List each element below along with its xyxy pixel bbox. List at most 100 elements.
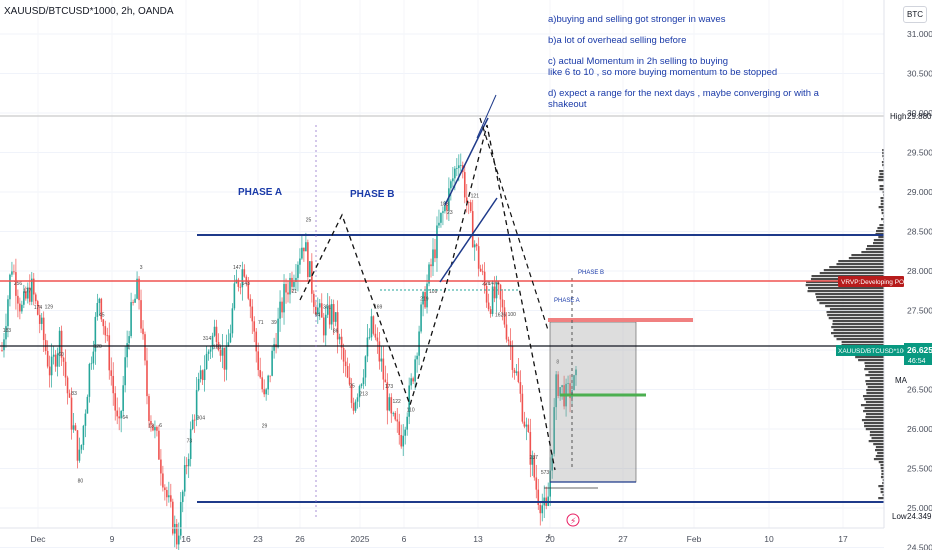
wave-label-34: 122	[392, 399, 401, 405]
volume-bar-461	[878, 461, 884, 464]
volume-bar-368	[864, 368, 884, 371]
wave-label-33: 173	[385, 384, 394, 390]
wave-label-40: 121	[471, 194, 480, 200]
candle-body-271	[539, 505, 542, 514]
volume-bar-374	[865, 374, 884, 377]
currency-badge[interactable]: BTC	[903, 6, 927, 23]
candle-body-92	[183, 465, 186, 492]
candle-body-68	[136, 278, 138, 299]
volume-bar-269	[823, 269, 884, 272]
price-axis[interactable]: 31.000 30.500 30.000 29.500 29.000 28.500 28.0…	[883, 0, 932, 550]
candle-body-258	[513, 369, 516, 373]
candle-body-105	[209, 349, 212, 352]
candle-body-95	[189, 428, 192, 459]
candle-body-64	[128, 336, 130, 344]
candle-body-202	[402, 435, 405, 447]
price-tick-7: 27.500	[907, 306, 932, 316]
candle-body-49	[98, 298, 101, 303]
volume-bar-290	[807, 290, 884, 293]
volume-bar-491	[880, 491, 884, 494]
candle-body-220	[438, 222, 440, 226]
candle-body-53	[106, 335, 109, 337]
candle-body-211	[420, 304, 422, 332]
candle-body-143	[285, 283, 287, 293]
volume-bar-398	[864, 398, 884, 401]
candle-body-156	[311, 261, 313, 294]
candle-body-173	[344, 361, 347, 367]
candle-body-130	[259, 370, 262, 378]
candle-body-208	[414, 359, 416, 382]
candle-body-44	[88, 364, 91, 397]
candle-body-135	[269, 375, 271, 377]
volume-bar-458	[873, 458, 884, 461]
note-b: b)a lot of overhead selling before	[548, 35, 687, 46]
wave-label-13: 13	[148, 423, 154, 429]
candle-body-243	[483, 271, 486, 286]
wave-label-26: 25	[306, 217, 312, 223]
phase-a-label: PHASE A	[238, 187, 282, 198]
position-box[interactable]	[544, 278, 693, 489]
volume-bar-263	[836, 263, 884, 266]
candle-body-257	[511, 346, 514, 370]
candle-body-196	[390, 397, 393, 414]
time-tick-12: 17	[838, 534, 848, 544]
candle-body-15	[30, 278, 33, 302]
candle-body-134	[267, 375, 269, 390]
time-tick-0: Dec	[30, 534, 46, 544]
volume-bar-293	[815, 293, 884, 296]
candle-body-98	[195, 390, 198, 420]
volume-bar-482	[882, 482, 884, 485]
candle-body-282	[561, 385, 563, 388]
volume-bar-332	[830, 332, 884, 335]
wave-label-3: 174	[34, 305, 43, 311]
candle-body-85	[170, 495, 172, 502]
candle-body-179	[356, 397, 359, 402]
volume-bar-188	[879, 188, 884, 191]
candle-body-189	[376, 337, 379, 342]
candle-body-61	[122, 385, 124, 411]
wave-label-18: 314	[203, 336, 212, 342]
wave-label-35: 110	[407, 408, 415, 414]
candle-body-139	[277, 318, 279, 348]
candle-body-272	[541, 505, 544, 514]
volume-bar-179	[878, 179, 884, 182]
candle-body-193	[384, 379, 387, 383]
candle-body-167	[332, 304, 335, 322]
candle-body-219	[436, 225, 438, 259]
candle-body-146	[291, 277, 293, 287]
candle-body-239	[475, 244, 478, 247]
time-tick-1: 9	[110, 534, 115, 544]
volume-bar-311	[826, 311, 884, 314]
channel-lower	[439, 197, 498, 283]
volume-bar-257	[848, 257, 884, 260]
time-axis[interactable]: Dec 9 16 23 26 2025 6 13 20 27 Feb 10 17	[0, 527, 884, 544]
candle-body-238	[473, 244, 476, 248]
candle-body-180	[358, 386, 361, 398]
candle-body-140	[279, 301, 281, 319]
candle-body-58	[116, 410, 118, 417]
volume-bar-176	[878, 176, 884, 179]
lightning-event-marker[interactable]: ⚡	[566, 513, 580, 527]
note-c: c) actual Momentum in 2h selling to buyi…	[548, 56, 778, 78]
volume-bar-224	[879, 224, 884, 227]
price-tick-12: 25.000	[907, 503, 932, 513]
candle-body-63	[126, 343, 128, 358]
candle-body-144	[287, 292, 289, 295]
candle-body-73	[146, 360, 148, 397]
last-price-tag: XAUUSD/BTCUSD*1000 26.625 46:54	[836, 343, 932, 365]
wave-label-14: 6	[159, 423, 162, 429]
candle-body-270	[537, 489, 540, 506]
candle-body-251	[499, 284, 502, 300]
candle-body-31	[62, 357, 65, 362]
countdown-value: 46:54	[908, 358, 926, 365]
candle-body-164	[326, 305, 329, 315]
candle-body-19	[38, 314, 41, 324]
wave-label-1: 256	[14, 281, 23, 287]
candle-body-56	[112, 375, 115, 394]
levels	[0, 115, 884, 520]
candle-body-106	[211, 335, 214, 350]
candle-body-110	[219, 350, 222, 356]
wave-label-21: 143	[242, 281, 251, 287]
volume-bar-155	[882, 155, 884, 158]
